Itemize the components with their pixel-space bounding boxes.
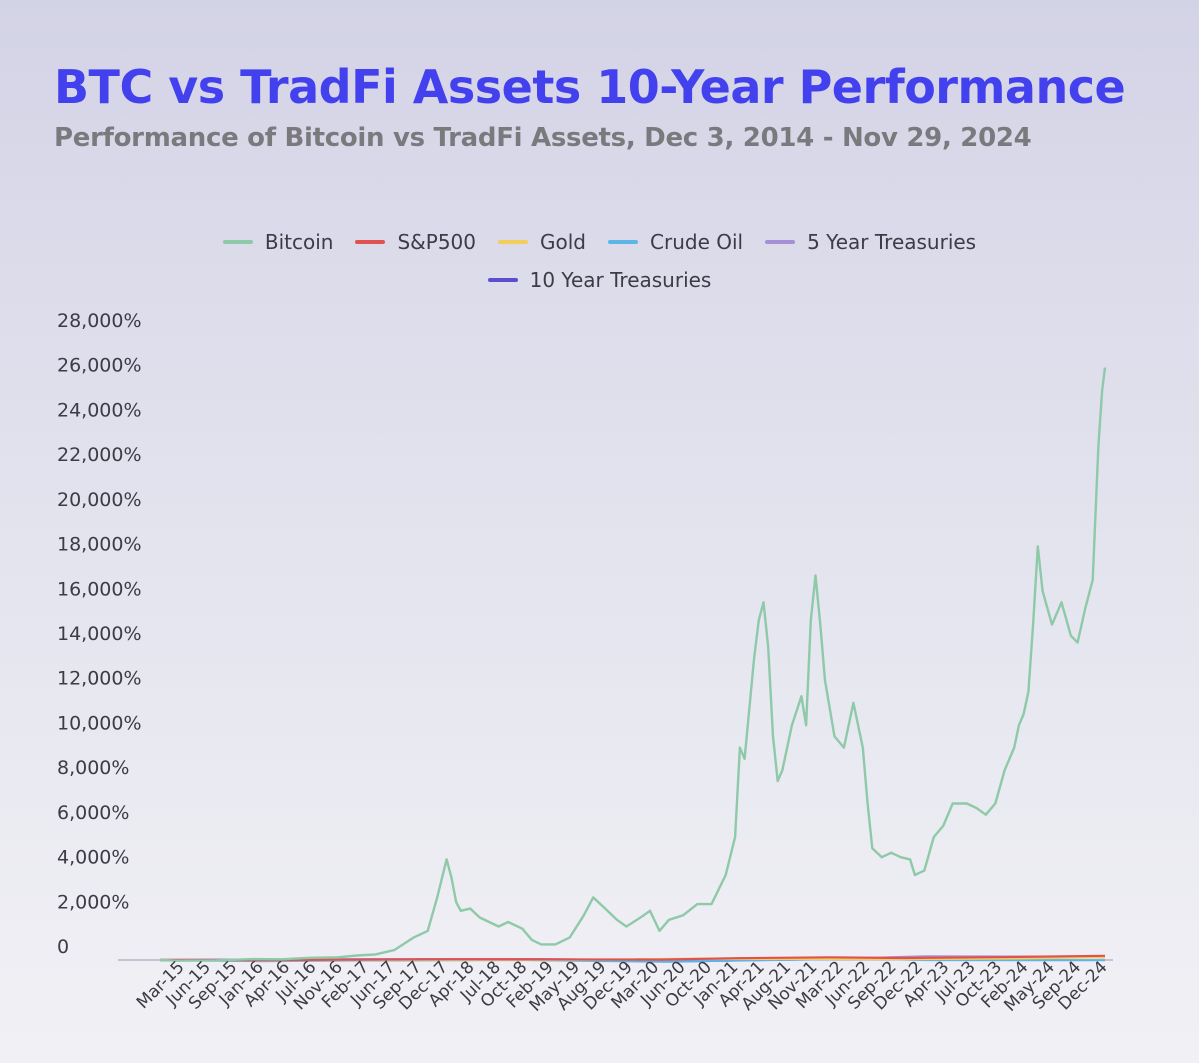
legend-swatch	[765, 240, 796, 244]
chart-subtitle: Performance of Bitcoin vs TradFi Assets,…	[54, 123, 1032, 153]
legend-item[interactable]: Bitcoin	[222, 230, 334, 254]
y-tick-label: 28,000%	[57, 310, 142, 332]
series-layer	[159, 367, 1107, 963]
legend-label: Crude Oil	[650, 230, 744, 254]
y-tick-label: 14,000%	[57, 623, 142, 645]
y-tick-label: 4,000%	[57, 847, 129, 869]
y-axis-ticks: 0 2,000% 4,000% 6,000% 8,000% 10,000% 12,000% 1…	[57, 310, 142, 958]
x-axis-ticks: Mar-15Jun-15Sep-15Jan-16Apr-16Jul-16Nov-…	[133, 957, 1112, 1015]
y-tick-label: 2,000%	[57, 891, 129, 913]
legend-swatch	[608, 240, 639, 244]
legend-item[interactable]: 5 Year Treasuries	[765, 230, 976, 254]
y-tick-label: 18,000%	[57, 534, 142, 556]
legend-swatch	[222, 240, 253, 244]
chart-title: BTC vs TradFi Assets 10-Year Performance	[54, 60, 1126, 114]
y-tick-label: 20,000%	[57, 489, 142, 511]
legend-item[interactable]: Crude Oil	[608, 230, 743, 254]
legend-label: 10 Year Treasuries	[529, 268, 712, 292]
legend-swatch	[498, 240, 529, 244]
y-tick-label: 12,000%	[57, 668, 142, 690]
series-line-s-p500[interactable]	[159, 954, 1106, 962]
legend-label: S&P500	[397, 230, 477, 254]
y-tick-label: 10,000%	[57, 712, 142, 734]
y-tick-label: 26,000%	[57, 355, 142, 377]
legend-swatch	[355, 240, 386, 244]
legend-item[interactable]: Gold	[498, 230, 586, 254]
y-tick-label: 24,000%	[57, 399, 142, 421]
y-tick-label: 16,000%	[57, 578, 142, 600]
y-tick-label: 22,000%	[57, 444, 142, 466]
legend-label: 5 Year Treasuries	[807, 230, 977, 254]
legend-label: Bitcoin	[264, 230, 334, 254]
legend-item[interactable]: S&P500	[355, 230, 476, 254]
chart-legend: Bitcoin S&P500 Gold Crude Oil 5 Year Treasur…	[0, 230, 1199, 292]
y-tick-label: 8,000%	[57, 757, 129, 779]
y-tick-label: 0	[57, 936, 69, 958]
legend-label: Gold	[540, 230, 587, 254]
legend-swatch	[487, 278, 518, 282]
series-line-bitcoin[interactable]	[159, 367, 1107, 962]
y-tick-label: 6,000%	[57, 802, 129, 824]
legend-item[interactable]: 10 Year Treasuries	[487, 268, 712, 292]
